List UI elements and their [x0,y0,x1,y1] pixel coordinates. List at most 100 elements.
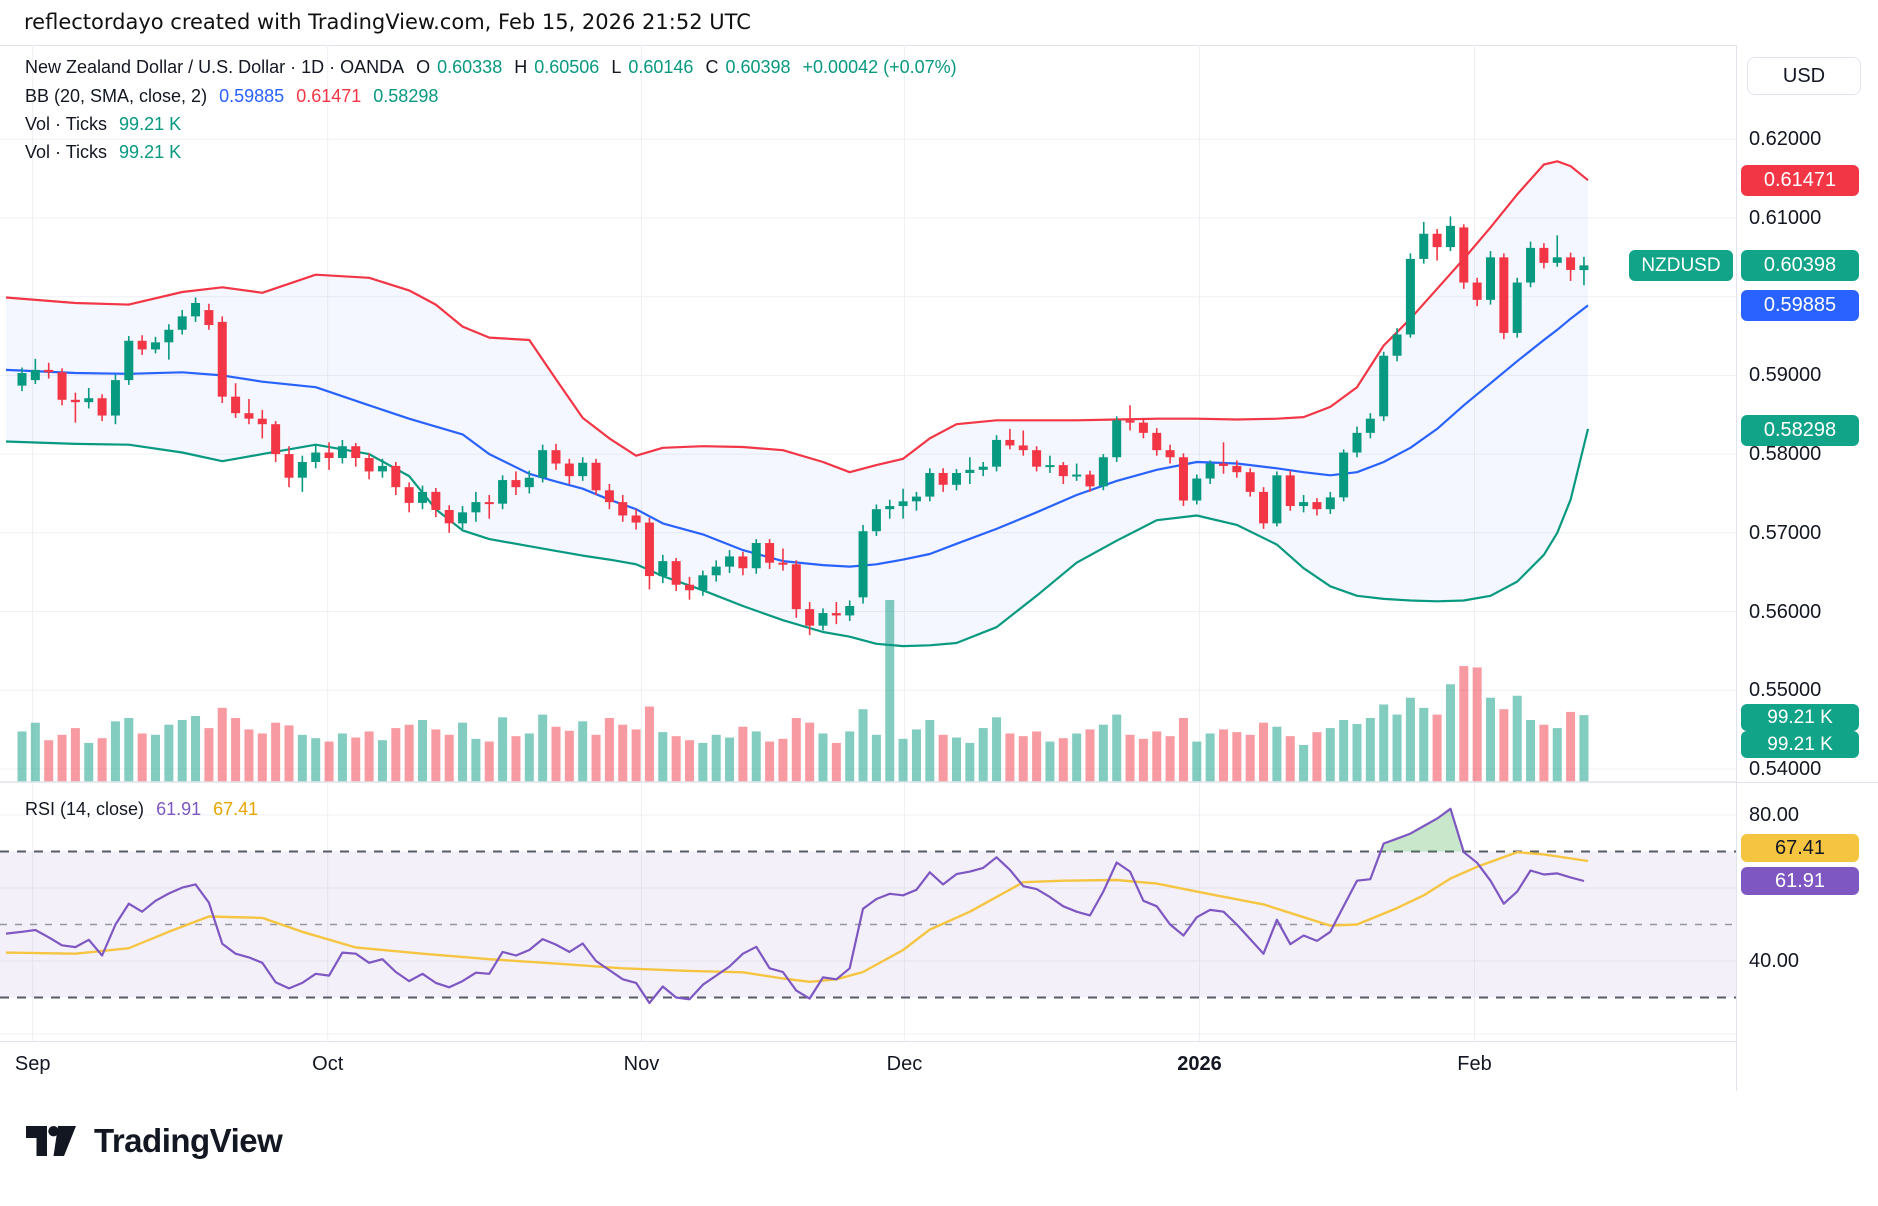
candle-body [725,556,735,567]
rsi-line [5,807,1585,1005]
candle-body [685,584,694,591]
volume-bar [1459,666,1469,782]
candle-body [805,609,815,626]
candle-body [164,329,174,343]
currency-usd-button[interactable]: USD [1747,57,1861,95]
candle-body [484,502,494,505]
candle-body [1499,257,1509,333]
candle-body [431,491,441,510]
volume-bar [110,721,120,782]
rsi-ma-line [5,851,1589,983]
candle-body [818,613,828,626]
candle-body [952,472,961,485]
candle-body [578,462,588,477]
volume-bar [952,737,961,782]
change-value: +0.00042 (+0.07%) [802,57,957,77]
volume-bar [965,742,975,782]
volume-bar [898,738,908,782]
candle-body [885,506,895,510]
volume-bar [1032,731,1042,782]
time-axis-label-oct: Oct [312,1053,344,1075]
volume-bar [97,738,107,782]
candle-body [418,491,427,503]
volume-bar [1432,714,1442,782]
candle-body [1325,497,1335,510]
candle-body [297,461,307,478]
candle-body [1379,355,1389,417]
volume-bar [978,728,988,782]
volume-bar [244,729,254,782]
volume-bar [992,717,1002,782]
volume-bar [1392,714,1402,782]
volume-axis-badge: 99.21 K [1741,703,1859,731]
candle-body [1032,450,1042,467]
rsi-ma-value: 67.41 [213,799,259,819]
bb-fill [6,161,1588,647]
volume-bar [84,742,94,782]
time-axis-label-2026: 2026 [1177,1053,1222,1075]
candle-body [671,561,681,585]
volume-legend-row-1[interactable]: Vol · Ticks 99.21 K [25,114,188,135]
candle-body [1312,502,1322,510]
volume-bar [791,717,801,782]
candle-body [925,472,935,497]
candle-body [791,564,801,610]
volume-bar [1152,731,1162,782]
volume-legend-row-2[interactable]: Vol · Ticks 99.21 K [25,142,188,163]
volume-bar [1072,733,1082,782]
candle-body [1432,233,1442,248]
volume-bar [698,742,708,782]
volume-bar [1539,724,1549,782]
volume-bar [671,736,681,782]
candle-body [858,531,868,598]
volume-bar [1219,729,1228,782]
rsi-legend-row[interactable]: RSI (14, close) 61.91 67.41 [25,799,265,820]
rsi-label: RSI (14, close) [25,799,145,819]
volume-bar [484,741,494,782]
tradingview-logo[interactable]: TradingView [26,1122,283,1160]
volume-bar [44,740,54,782]
candle-body [1072,474,1082,477]
candle-body [1152,432,1162,451]
volume-bar [604,717,614,782]
candle-body [978,466,988,470]
candle-body [231,396,241,414]
volume-bar [1526,719,1536,782]
time-axis[interactable]: Sep Oct Nov Dec 2026 Feb [0,1041,1878,1092]
candle-body [364,458,374,472]
volume-bar [1512,695,1522,782]
candle-body [1018,445,1028,451]
candle-body [498,480,508,504]
candle-body [311,452,321,462]
bb-legend-row[interactable]: BB (20, SMA, close, 2) 0.59885 0.61471 0… [25,86,445,107]
low-label: L [611,57,622,77]
candle-body [845,605,855,616]
price-axis-badge: 0.61471 [1741,165,1859,197]
volume-bar [1165,736,1175,782]
volume-bar [151,734,160,782]
candle-body [631,515,641,523]
candle-body [1245,472,1255,492]
candle-body [1138,422,1148,433]
volume-bar [204,728,214,782]
candle-body [1445,225,1455,248]
symbol-legend-row[interactable]: New Zealand Dollar / U.S. Dollar · 1D · … [25,57,964,78]
volume-bar [564,730,574,782]
time-axis-label-nov: Nov [623,1053,660,1075]
volume-bar [925,719,935,782]
volume-bar [778,738,788,782]
price-axis[interactable]: USD 0.62000 0.61000 0.59000 0.58000 0.57000 0… [1736,45,1878,1091]
volume-bar [351,737,361,782]
candle-body [711,566,721,576]
candle-body [1192,478,1202,501]
candle-body [110,380,120,416]
candle-body [992,439,1002,467]
candle-body [591,462,601,491]
volume-bar [1379,704,1389,782]
time-axis-label-sep: Sep [14,1053,51,1075]
candle-body [177,316,187,330]
volume-bar [1232,732,1242,782]
price-chart[interactable] [0,45,1736,1041]
volume-label: Vol · Ticks [25,142,108,162]
